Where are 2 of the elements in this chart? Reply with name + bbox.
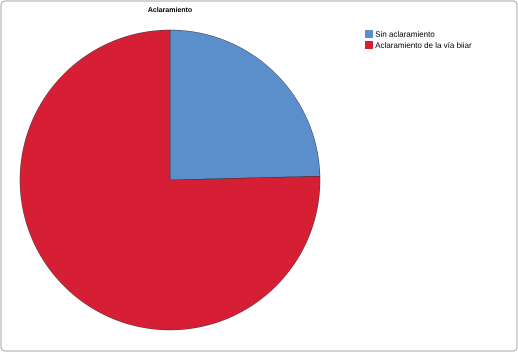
legend-label: Aclaramiento de la vía biiar: [375, 42, 472, 48]
legend-label: Sin aclaramiento: [376, 31, 434, 37]
